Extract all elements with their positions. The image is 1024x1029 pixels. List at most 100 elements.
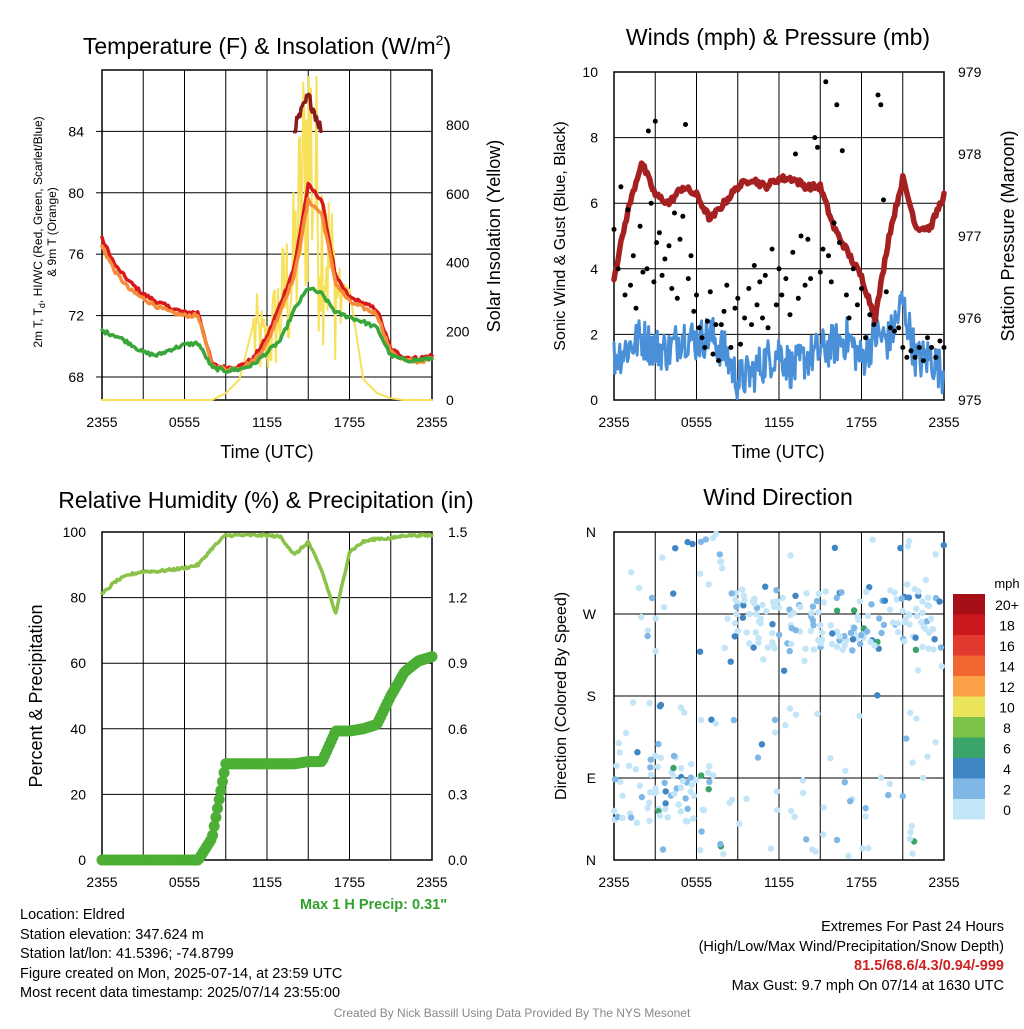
wdir-point <box>697 716 705 724</box>
wdir-point <box>635 584 643 592</box>
wdir-point <box>630 699 637 706</box>
wdir-x-tick-label: 1755 <box>846 874 877 890</box>
wind-x-tick-label: 1155 <box>764 414 794 430</box>
wdir-point <box>697 538 705 545</box>
wdir-point <box>907 829 914 836</box>
temp-y-tick-label: 80 <box>68 185 84 201</box>
wdir-point <box>740 602 747 609</box>
wdir-point <box>905 611 912 618</box>
wind-y2label: Station Pressure (Maroon) <box>998 130 1018 341</box>
gust-point <box>779 292 785 298</box>
gust-point <box>721 308 727 314</box>
wdir-point <box>782 722 789 729</box>
gust-point <box>823 79 829 85</box>
wind-y-tick-label: 0 <box>590 392 598 408</box>
wdir-point <box>818 629 826 636</box>
rh-y-tick-label: 80 <box>70 590 86 606</box>
wdir-point <box>712 720 720 727</box>
wdir-point <box>636 782 644 789</box>
legend-label: 12 <box>999 679 1015 695</box>
wdir-point <box>627 814 635 821</box>
wdir-point <box>895 628 902 636</box>
gust-point <box>867 312 873 318</box>
rh-ylabel: Percent & Precipitation <box>26 604 46 787</box>
gust-point <box>662 256 668 262</box>
gust-point <box>896 325 902 331</box>
gust-point <box>630 253 636 259</box>
wdir-point <box>862 805 869 812</box>
wdir-point <box>904 543 912 550</box>
wind-y2-tick-label: 976 <box>958 310 982 326</box>
wdir-point <box>647 756 654 763</box>
gust-point <box>765 325 771 331</box>
wdir-point <box>922 625 929 633</box>
gust-point <box>696 325 702 331</box>
wdir-point <box>734 627 741 635</box>
gust-point <box>625 207 631 213</box>
temp-x-tick-label: 2355 <box>416 414 447 430</box>
wdir-point <box>936 598 943 605</box>
wdir-point <box>833 594 840 602</box>
wdir-point <box>833 607 841 614</box>
wdir-point <box>733 603 740 611</box>
gust-point <box>705 318 710 324</box>
rh-y-tick-label: 60 <box>70 655 86 671</box>
gust-point <box>757 279 763 285</box>
wdir-point <box>759 601 766 609</box>
gust-point <box>871 322 877 328</box>
station-info: Location: Eldred Station elevation: 347.… <box>20 906 342 1004</box>
wdir-point <box>841 632 848 640</box>
wdir-point <box>763 608 770 615</box>
gust-point <box>795 295 801 301</box>
gust-point <box>669 286 675 291</box>
wdir-point <box>689 540 696 548</box>
wdir-point <box>899 793 906 800</box>
wdir-point <box>656 703 664 710</box>
wdir-point <box>717 840 724 848</box>
wdir-point <box>865 845 872 852</box>
wdir-point <box>913 605 920 612</box>
wind-panel-title: Winds (mph) & Pressure (mb) <box>626 24 930 50</box>
gust-point <box>883 289 889 295</box>
wdir-point <box>688 781 696 788</box>
gust-point <box>912 354 918 360</box>
gust-point <box>787 312 793 318</box>
wdir-point <box>876 615 883 622</box>
wdir-point <box>869 536 876 543</box>
gust-point <box>878 102 884 108</box>
wdir-point <box>698 772 705 779</box>
precip-point <box>210 811 222 823</box>
gust-point <box>773 302 779 308</box>
wdir-x-tick-label: 1155 <box>764 874 794 890</box>
temp-xlabel: Time (UTC) <box>220 442 313 462</box>
wdir-point <box>677 784 685 791</box>
wdir-point <box>614 813 621 821</box>
wdir-point <box>831 544 839 551</box>
wdir-point <box>809 603 817 610</box>
wdir-point <box>646 700 653 707</box>
wind-x-tick-label: 0555 <box>681 414 712 430</box>
temp-x-tick-label: 2355 <box>86 414 117 430</box>
wind-ylabel: Sonic Wind & Gust (Blue, Black) <box>552 121 569 350</box>
wind-x-tick-label: 2355 <box>598 414 629 430</box>
wdir-point <box>850 607 858 614</box>
wdir-point <box>889 619 897 626</box>
legend-label: 14 <box>999 659 1015 675</box>
gust-point <box>850 266 856 272</box>
wdir-point <box>706 763 713 770</box>
wdir-point <box>858 632 865 639</box>
wdir-point <box>705 581 712 588</box>
gust-point <box>732 305 738 311</box>
wdir-point <box>615 739 622 747</box>
wdir-point <box>927 615 935 622</box>
wdir-point <box>712 530 720 538</box>
rh-panel-title: Relative Humidity (%) & Precipitation (i… <box>58 487 473 513</box>
wdir-point <box>638 793 646 801</box>
wdir-point <box>671 790 678 798</box>
wdir-point <box>755 618 763 625</box>
wdir-point <box>633 819 641 826</box>
wdir-y-tick-label: S <box>587 688 596 704</box>
wdir-point <box>813 597 821 605</box>
wdir-point <box>851 624 858 632</box>
gust-point <box>637 223 643 229</box>
